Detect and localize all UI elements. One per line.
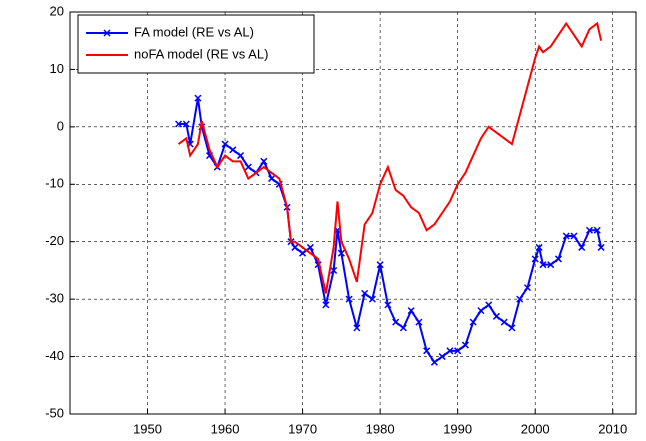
point-marker (535, 243, 543, 251)
point-marker (539, 261, 547, 269)
point-marker (492, 312, 500, 320)
point-marker (399, 324, 407, 332)
point-marker (194, 94, 202, 102)
point-marker (523, 284, 531, 292)
point-marker (516, 295, 524, 303)
point-marker (578, 243, 586, 251)
y-tick-label: -20 (45, 233, 64, 248)
point-marker (593, 226, 601, 234)
point-marker (237, 152, 245, 160)
point-marker (337, 249, 345, 257)
point-marker (260, 157, 268, 165)
point-marker (570, 232, 578, 240)
y-tick-label: 20 (50, 3, 64, 18)
legend-label: FA model (RE vs AL) (134, 24, 254, 39)
point-marker (182, 120, 190, 128)
x-tick-label: 1950 (133, 421, 162, 436)
point-marker (299, 249, 307, 257)
point-marker (175, 120, 183, 128)
point-marker (415, 318, 423, 326)
point-marker (461, 341, 469, 349)
point-marker (322, 301, 330, 309)
point-marker (597, 243, 605, 251)
point-marker (306, 243, 314, 251)
point-marker (531, 255, 539, 263)
x-tick-label: 1960 (211, 421, 240, 436)
point-marker (392, 318, 400, 326)
x-tick-label: 2010 (598, 421, 627, 436)
point-marker (508, 324, 516, 332)
point-marker (268, 175, 276, 183)
point-marker (469, 318, 477, 326)
point-marker (353, 324, 361, 332)
point-marker (585, 226, 594, 234)
x-tick-label: 1990 (443, 421, 472, 436)
point-marker (376, 261, 384, 269)
point-marker (345, 295, 353, 303)
x-tick-label: 1970 (288, 421, 317, 436)
point-marker (562, 232, 570, 240)
series-line (177, 21, 603, 294)
point-marker (438, 353, 446, 361)
legend-box (77, 14, 315, 74)
point-marker (454, 347, 462, 355)
y-tick-label: -10 (45, 176, 64, 191)
point-marker (423, 347, 431, 355)
point-marker (554, 255, 562, 263)
point-marker (485, 301, 493, 309)
point-marker (384, 301, 392, 309)
point-marker (229, 146, 237, 154)
point-marker (430, 358, 438, 366)
point-marker (407, 307, 415, 315)
point-marker (330, 266, 338, 274)
point-marker (500, 318, 508, 326)
y-tick-label: 0 (57, 118, 64, 133)
y-tick-label: -30 (45, 291, 64, 306)
x-tick-label: 1980 (366, 421, 395, 436)
y-tick-label: -50 (45, 405, 64, 420)
legend: FA model (RE vs AL) noFA model (RE vs AL) (77, 14, 315, 74)
x-tick-label: 2000 (521, 421, 550, 436)
plot-area (70, 12, 636, 414)
point-marker (291, 243, 299, 251)
point-marker (446, 347, 454, 355)
point-marker (221, 140, 229, 148)
legend-marker (103, 29, 111, 37)
point-marker (361, 289, 369, 297)
point-marker (547, 261, 555, 269)
point-marker (477, 307, 485, 315)
axes-box (69, 11, 637, 415)
y-tick-label: 10 (50, 61, 64, 76)
legend-label: noFA model (RE vs AL) (134, 46, 268, 61)
point-marker (244, 163, 252, 171)
point-marker (368, 295, 376, 303)
y-tick-label: -40 (45, 348, 64, 363)
